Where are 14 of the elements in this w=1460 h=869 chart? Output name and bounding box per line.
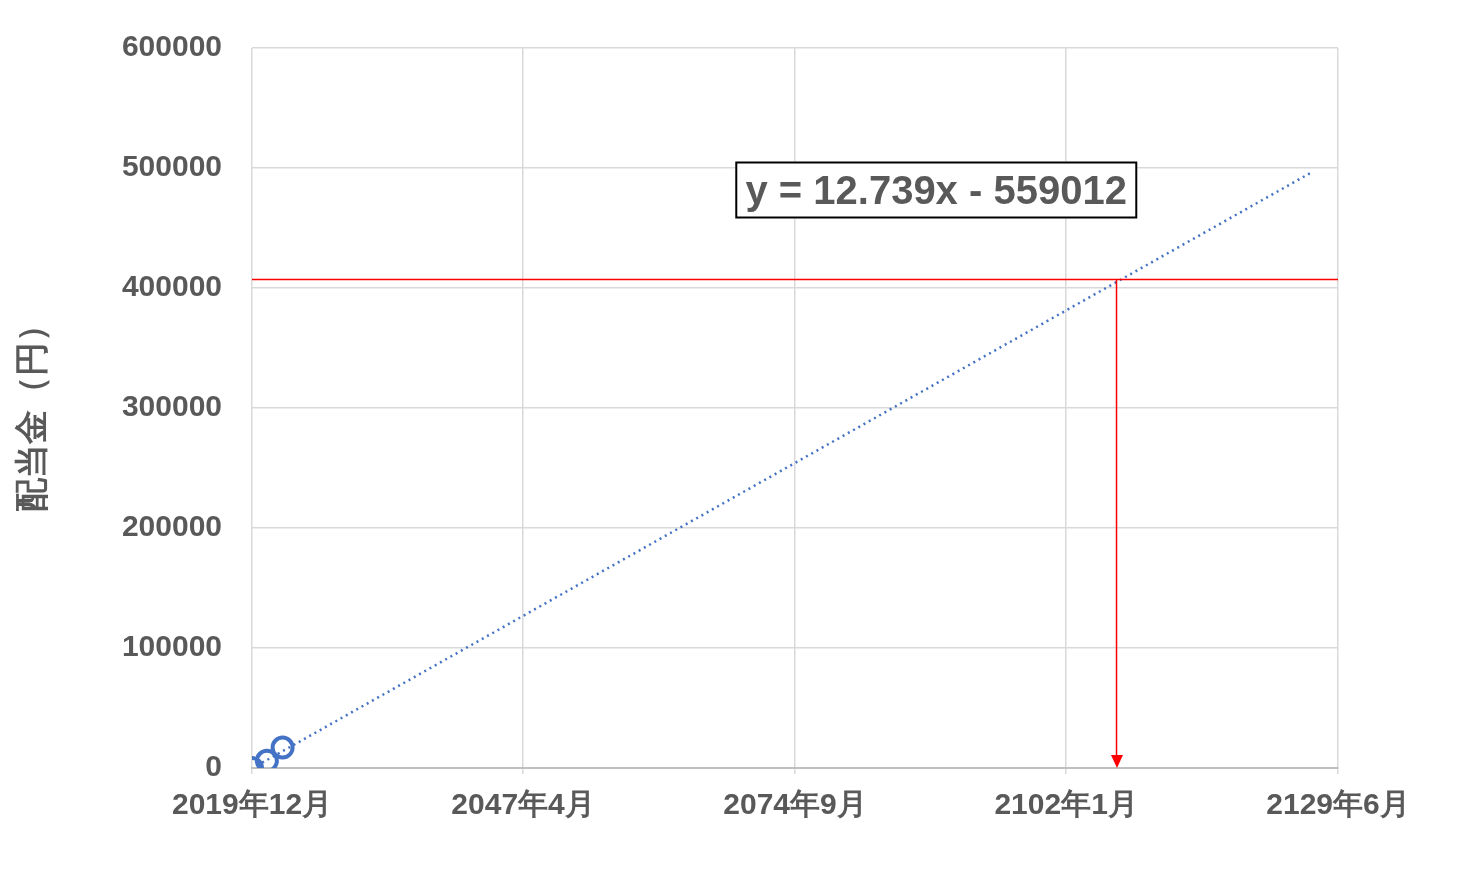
y-tick-label: 400000 [121,269,222,303]
x-tick-label: 2047年4月 [451,787,595,821]
x-tick-label: 2074年9月 [723,787,867,821]
y-tick-label: 200000 [121,509,222,543]
x-tick-label: 2019年12月 [171,787,333,821]
annotation: y = 12.739x - 559012 [735,161,1137,219]
y-axis-title: 配当金（円） [10,308,52,512]
y-tick-label: 500000 [121,149,222,183]
x-tick-label: 2129年6月 [1266,787,1410,821]
x-tick-label: 2102年1月 [994,787,1138,821]
y-tick-label: 0 [205,749,222,783]
y-tick-label: 100000 [121,629,222,663]
y-tick-label: 300000 [121,389,222,423]
y-tick-label: 600000 [121,29,222,63]
